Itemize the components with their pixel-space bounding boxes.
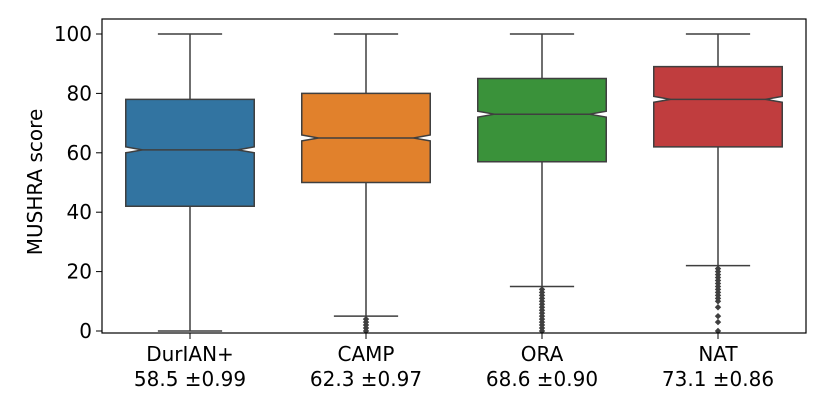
y-tick-label: 0 [79,319,92,343]
y-axis: 0 20 40 60 80 100 [54,22,102,343]
box-body [477,77,607,163]
box-group [477,33,607,335]
y-tick-label: 60 [67,141,92,165]
x-tick-label: NAT [698,342,738,366]
boxes-layer [125,33,783,335]
x-tick-score-label: 58.5 ±0.99 [134,367,246,391]
box-body [125,98,255,208]
box-group [653,33,783,335]
outlier-point [714,318,722,326]
plot-area-frame [101,18,807,334]
x-tick-label: CAMP [338,342,395,366]
box-group [301,33,431,335]
outlier-point [538,286,546,293]
y-tick-label: 20 [67,260,92,284]
x-tick-score-label: 73.1 ±0.86 [662,367,774,391]
x-tick-score-label: 62.3 ±0.97 [310,367,422,391]
y-tick-label: 100 [54,22,92,46]
outlier-point [714,265,722,272]
outlier-point [714,304,722,311]
y-tick-label: 40 [67,200,92,224]
outlier-point [714,312,722,320]
x-tick-label: ORA [521,342,564,366]
y-axis-label: MUSHRA score [23,109,47,256]
box-group [125,33,255,332]
y-tick-label: 80 [67,81,92,105]
box-body [653,65,783,148]
x-tick-label: DurIAN+ [146,342,234,366]
x-tick-score-label: 68.6 ±0.90 [486,367,598,391]
outlier-point [362,315,370,323]
